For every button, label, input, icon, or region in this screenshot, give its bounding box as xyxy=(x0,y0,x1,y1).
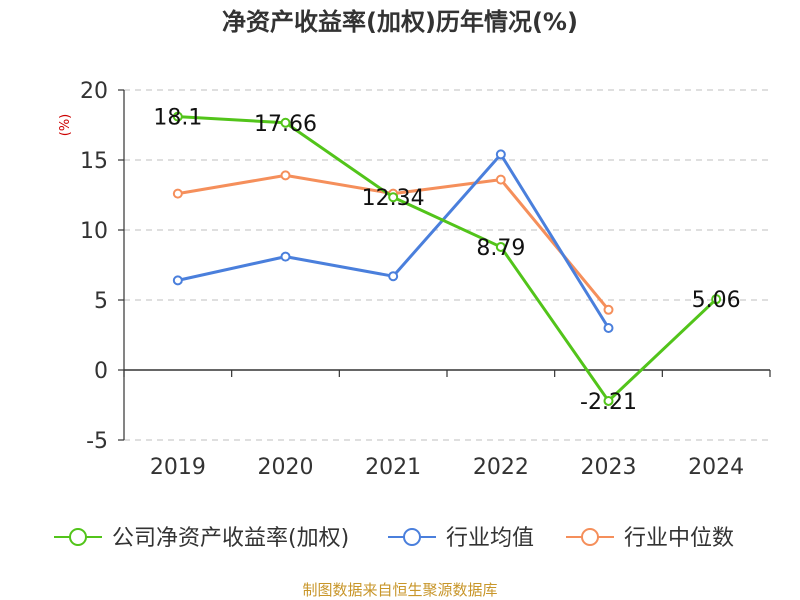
y-tick-label: 0 xyxy=(94,359,108,384)
grid xyxy=(124,89,770,441)
chart-title: 净资产收益率(加权)历年情况(%) xyxy=(222,8,578,36)
data-point[interactable] xyxy=(280,117,291,128)
source-note: 制图数据来自恒生聚源数据库 xyxy=(302,581,497,599)
legend-label: 行业中位数 xyxy=(624,526,734,551)
data-point[interactable] xyxy=(172,111,183,122)
legend-label: 行业均值 xyxy=(446,526,534,551)
y-tick-label: 15 xyxy=(80,149,108,174)
data-point[interactable] xyxy=(603,323,614,333)
axes: 20 15 10 5 0 -5 2019 2020 2021 2022 2023 2024 xyxy=(80,79,771,480)
y-tick-label: 10 xyxy=(80,219,108,244)
legend-marker xyxy=(581,528,599,546)
legend-item-1[interactable]: 行业均值 xyxy=(388,526,534,551)
series-line-0 xyxy=(177,115,718,403)
x-tick-label: 2024 xyxy=(688,455,744,480)
data-label: -2.21 xyxy=(580,390,637,415)
data-label: 8.79 xyxy=(476,236,525,261)
y-tick-label: 20 xyxy=(80,79,108,104)
data-point[interactable] xyxy=(280,170,291,181)
x-tick-label: 2021 xyxy=(365,455,421,480)
data-point[interactable] xyxy=(172,188,183,199)
legend-item-0[interactable]: 公司净资产收益率(加权) xyxy=(54,526,349,551)
series-line-1 xyxy=(177,152,610,329)
data-point[interactable] xyxy=(388,271,399,282)
data-point[interactable] xyxy=(495,241,506,252)
legend-marker xyxy=(403,528,421,546)
y-tick-label: 5 xyxy=(94,289,108,314)
data-point[interactable] xyxy=(280,251,291,262)
y-axis-unit-label: (%) xyxy=(58,114,73,137)
data-point[interactable] xyxy=(495,174,506,185)
data-label: 12.34 xyxy=(362,186,425,211)
x-tick-label: 2020 xyxy=(258,455,314,480)
legend-item-2[interactable]: 行业中位数 xyxy=(566,526,734,551)
series xyxy=(172,111,722,406)
data-point[interactable] xyxy=(388,192,399,203)
data-labels: 18.1 17.66 12.34 8.79 -2.21 5.06 xyxy=(153,106,740,415)
y-tick-label: -5 xyxy=(86,429,108,454)
x-tick-label: 2022 xyxy=(473,455,529,480)
data-point[interactable] xyxy=(603,304,614,315)
x-tick-label: 2023 xyxy=(581,455,637,480)
legend-marker xyxy=(69,528,87,546)
data-point[interactable] xyxy=(711,294,722,305)
data-label: 17.66 xyxy=(254,112,317,137)
x-tick-label: 2019 xyxy=(150,455,206,480)
data-point[interactable] xyxy=(603,395,614,406)
data-point[interactable] xyxy=(495,149,506,160)
legend[interactable]: 公司净资产收益率(加权) 行业均值 行业中位数 xyxy=(54,526,734,551)
data-label: 18.1 xyxy=(153,106,202,131)
legend-label: 公司净资产收益率(加权) xyxy=(112,526,349,551)
data-point[interactable] xyxy=(172,275,183,286)
data-label: 5.06 xyxy=(692,288,741,313)
